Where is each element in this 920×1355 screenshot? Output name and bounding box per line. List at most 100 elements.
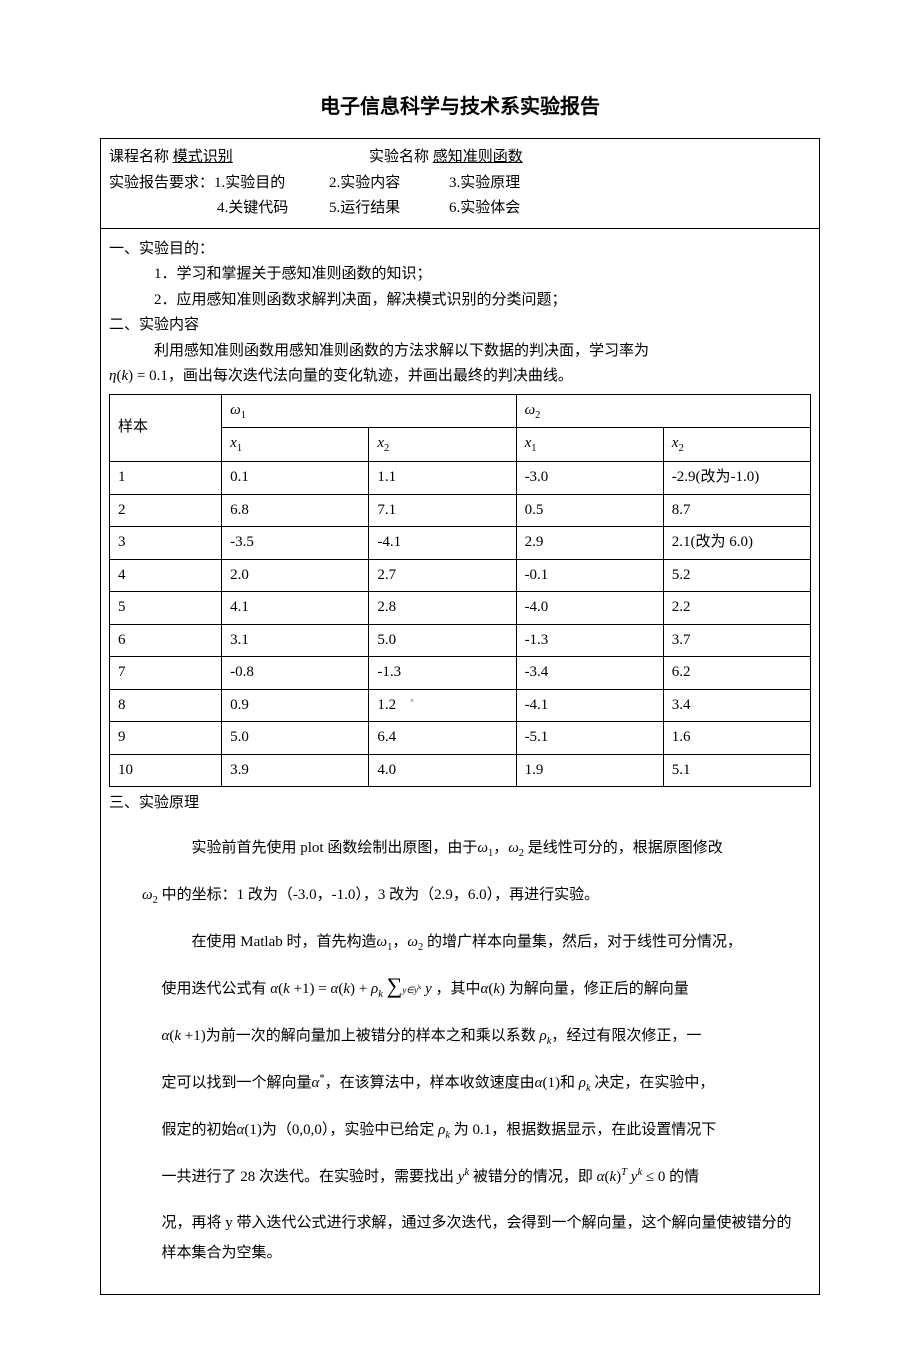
header-line-3: 4.关键代码 5.运行结果 6.实验体会 bbox=[109, 196, 811, 222]
table-cell: 2.0 bbox=[222, 559, 369, 592]
table-cell: 3.7 bbox=[663, 624, 810, 657]
header-line-2: 实验报告要求：1.实验目的 2.实验内容 3.实验原理 bbox=[109, 171, 811, 197]
req-6: 6.实验体会 bbox=[449, 196, 569, 222]
exp-label: 实验名称 bbox=[369, 149, 429, 165]
sigma-icon: ∑y∈yk bbox=[387, 974, 422, 1004]
s3-p3: 在使用 Matlab 时，首先构造ω1，ω2 的增广样本向量集，然后，对于线性可… bbox=[162, 927, 804, 958]
course-value: 模式识别 bbox=[173, 149, 233, 165]
table-cell: 3.4 bbox=[663, 689, 810, 722]
table-cell: 2.7 bbox=[369, 559, 516, 592]
col-w1-x2: x2 bbox=[369, 428, 516, 462]
table-row: 3-3.5-4.12.92.1(改为 6.0) bbox=[110, 527, 811, 560]
s3-p2: ω2 中的坐标：1 改为（-3.0，-1.0），3 改为（2.9，6.0），再进… bbox=[142, 880, 804, 911]
table-cell: 0.5 bbox=[516, 494, 663, 527]
col-w2-x2: x2 bbox=[663, 428, 810, 462]
table-cell: 2.8 bbox=[369, 592, 516, 625]
req-5: 5.运行结果 bbox=[329, 196, 449, 222]
table-cell: 4 bbox=[110, 559, 222, 592]
table-row: 103.94.01.95.1 bbox=[110, 754, 811, 787]
table-cell: -3.4 bbox=[516, 657, 663, 690]
table-cell: 6.2 bbox=[663, 657, 810, 690]
table-cell: 1.1 bbox=[369, 462, 516, 495]
table-cell: 5.2 bbox=[663, 559, 810, 592]
table-cell: -0.8 bbox=[222, 657, 369, 690]
table-cell: 1.9 bbox=[516, 754, 663, 787]
table-cell: 8.7 bbox=[663, 494, 810, 527]
s3-p1: 实验前首先使用 plot 函数绘制出原图，由于ω1，ω2 是线性可分的，根据原图… bbox=[162, 833, 804, 864]
table-row: 42.02.7-0.15.2 bbox=[110, 559, 811, 592]
section-2-p1b: ，画出每次迭代法向量的变化轨迹，并画出最终的判决曲线。 bbox=[168, 368, 573, 384]
table-cell: 7 bbox=[110, 657, 222, 690]
col-sample: 样本 bbox=[110, 394, 222, 462]
table-cell: 2.2 bbox=[663, 592, 810, 625]
s3-p6: 定可以找到一个解向量α*，在该算法中，样本收敛速度由α(1)和 ρk 决定，在实… bbox=[162, 1068, 804, 1099]
req-2: 2.实验内容 bbox=[329, 171, 449, 197]
table-cell: 2.9 bbox=[516, 527, 663, 560]
table-row: 54.12.8-4.02.2 bbox=[110, 592, 811, 625]
table-cell: 3.9 bbox=[222, 754, 369, 787]
s3-p4: 使用迭代公式有 α(k +1) = α(k) + ρk ∑y∈yk y ，其中α… bbox=[162, 974, 804, 1005]
req-label: 实验报告要求： bbox=[109, 175, 214, 191]
table-cell: 6.8 bbox=[222, 494, 369, 527]
table-cell: -4.0 bbox=[516, 592, 663, 625]
table-cell: -1.3 bbox=[516, 624, 663, 657]
req-4: 4.关键代码 bbox=[217, 196, 329, 222]
table-cell: 10 bbox=[110, 754, 222, 787]
table-body: 10.11.1-3.0-2.9(改为-1.0)26.87.10.58.73-3.… bbox=[110, 462, 811, 787]
table-cell: 5.1 bbox=[663, 754, 810, 787]
col-w1-x1: x1 bbox=[222, 428, 369, 462]
table-cell: -3.0 bbox=[516, 462, 663, 495]
section-3-heading: 三、实验原理 bbox=[109, 791, 811, 817]
table-cell: 5.0 bbox=[369, 624, 516, 657]
section-1-p1: 1．学习和掌握关于感知准则函数的知识； bbox=[109, 262, 811, 288]
req-3: 3.实验原理 bbox=[449, 171, 569, 197]
table-cell: 1.6 bbox=[663, 722, 810, 755]
table-cell: 5 bbox=[110, 592, 222, 625]
table-cell: 6 bbox=[110, 624, 222, 657]
table-cell: -2.9(改为-1.0) bbox=[663, 462, 810, 495]
section-3-body: 实验前首先使用 plot 函数绘制出原图，由于ω1，ω2 是线性可分的，根据原图… bbox=[109, 833, 811, 1268]
col-omega1: ω1 bbox=[222, 394, 516, 428]
table-cell: 2 bbox=[110, 494, 222, 527]
table-cell: -5.1 bbox=[516, 722, 663, 755]
table-cell: 7.1 bbox=[369, 494, 516, 527]
table-cell: 0.9 bbox=[222, 689, 369, 722]
table-cell: -4.1 bbox=[369, 527, 516, 560]
page-title: 电子信息科学与技术系实验报告 bbox=[100, 90, 820, 124]
table-cell: -3.5 bbox=[222, 527, 369, 560]
s3-p9: 况，再将 y 带入迭代公式进行求解，通过多次迭代，会得到一个解向量，这个解向量使… bbox=[162, 1208, 804, 1268]
content-box: 一、实验目的： 1．学习和掌握关于感知准则函数的知识； 2．应用感知准则函数求解… bbox=[101, 229, 819, 1294]
table-cell: 2.1(改为 6.0) bbox=[663, 527, 810, 560]
section-2-heading: 二、实验内容 bbox=[109, 313, 811, 339]
table-row: 26.87.10.58.7 bbox=[110, 494, 811, 527]
table-cell: 3.1 bbox=[222, 624, 369, 657]
table-cell: 8 bbox=[110, 689, 222, 722]
table-row: 63.15.0-1.33.7 bbox=[110, 624, 811, 657]
table-cell: -0.1 bbox=[516, 559, 663, 592]
table-cell: 3 bbox=[110, 527, 222, 560]
course-label: 课程名称 bbox=[109, 149, 169, 165]
table-cell: 1 bbox=[110, 462, 222, 495]
table-cell: -4.1 bbox=[516, 689, 663, 722]
header-box: 课程名称 模式识别 实验名称 感知准则函数 实验报告要求：1.实验目的 2.实验… bbox=[101, 139, 819, 229]
col-w2-x1: x1 bbox=[516, 428, 663, 462]
table-cell: 4.1 bbox=[222, 592, 369, 625]
table-row: 7-0.8-1.3-3.46.2 bbox=[110, 657, 811, 690]
table-row: 10.11.1-3.0-2.9(改为-1.0) bbox=[110, 462, 811, 495]
section-1-p2: 2．应用感知准则函数求解判决面，解决模式识别的分类问题； bbox=[109, 288, 811, 314]
header-line-1: 课程名称 模式识别 实验名称 感知准则函数 bbox=[109, 145, 811, 171]
exp-value: 感知准则函数 bbox=[433, 149, 523, 165]
report-frame: 课程名称 模式识别 实验名称 感知准则函数 实验报告要求：1.实验目的 2.实验… bbox=[100, 138, 820, 1295]
table-cell: 6.4 bbox=[369, 722, 516, 755]
table-cell: 9 bbox=[110, 722, 222, 755]
col-omega2: ω2 bbox=[516, 394, 810, 428]
table-row: 95.06.4-5.11.6 bbox=[110, 722, 811, 755]
s3-p8: 一共进行了 28 次迭代。在实验时，需要找出 yk 被错分的情况，即 α(k)T… bbox=[162, 1162, 804, 1192]
section-1-heading: 一、实验目的： bbox=[109, 237, 811, 263]
section-2-formula: η(k) = 0.1，画出每次迭代法向量的变化轨迹，并画出最终的判决曲线。 bbox=[109, 364, 811, 390]
table-cell: 0.1 bbox=[222, 462, 369, 495]
section-2-p1: 利用感知准则函数用感知准则函数的方法求解以下数据的判决面，学习率为 bbox=[109, 339, 811, 365]
table-header-row-1: 样本 ω1 ω2 bbox=[110, 394, 811, 428]
table-row: 80.91.2-4.13.4 bbox=[110, 689, 811, 722]
data-table: 样本 ω1 ω2 x1 x2 x1 x2 10.11.1-3.0-2.9(改为-… bbox=[109, 394, 811, 788]
